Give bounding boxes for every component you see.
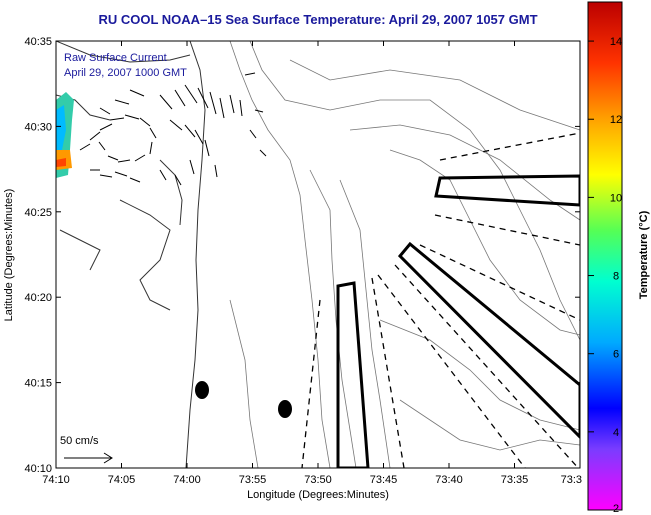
sst-patch [56, 92, 74, 178]
x-tick-label: 74:05 [108, 474, 136, 486]
colorbar-tick-label: 8 [613, 271, 619, 283]
scale-label: 50 cm/s [60, 435, 99, 447]
colorbar-tick-label: 14 [610, 36, 622, 48]
beam-outlines [336, 174, 580, 468]
colorbar-tick-label: 6 [613, 349, 619, 361]
colorbar-tick-label: 4 [613, 427, 619, 439]
x-axis: 74:10 74:05 74:00 73:55 73:50 73:45 73:40 73:35… [42, 41, 582, 486]
legend-line-1: Raw Surface Current [64, 52, 167, 64]
y-tick-label: 40:20 [24, 292, 52, 304]
coastline [56, 41, 206, 468]
y-axis-label: Latitude (Degrees:Minutes) [3, 189, 15, 322]
x-tick-label: 73:3 [561, 474, 582, 486]
colorbar [587, 1, 623, 511]
colorbar-tick-label: 2 [613, 503, 619, 515]
colorbar-tick-label: 12 [610, 114, 622, 126]
plot-area [56, 41, 580, 468]
y-tick-label: 40:10 [24, 463, 52, 475]
y-tick-label: 40:15 [24, 378, 52, 390]
x-tick-label: 74:10 [42, 474, 70, 486]
x-tick-label: 73:35 [501, 474, 529, 486]
station-marker [278, 400, 292, 418]
x-tick-label: 73:55 [239, 474, 267, 486]
x-tick-label: 74:00 [173, 474, 201, 486]
y-axis: 40:35 40:30 40:25 40:20 40:15 40:10 [24, 36, 580, 475]
x-tick-label: 73:45 [370, 474, 398, 486]
x-tick-label: 73:40 [435, 474, 463, 486]
colorbar-tick-label: 10 [610, 192, 622, 204]
x-axis-label: Longitude (Degrees:Minutes) [247, 489, 389, 501]
y-tick-label: 40:30 [24, 121, 52, 133]
y-tick-label: 40:25 [24, 207, 52, 219]
bathymetry-contours [229, 41, 580, 468]
colorbar-label: Temperature (°C) [638, 210, 650, 299]
x-tick-label: 73:50 [304, 474, 332, 486]
figure-title: RU COOL NOAA–15 Sea Surface Temperature:… [98, 12, 537, 27]
current-vectors [79, 72, 267, 186]
radar-beams [301, 132, 580, 468]
scale-arrow [64, 452, 113, 464]
colorbar-ticks: 2 4 6 8 10 12 14 [588, 36, 622, 515]
station-marker [195, 381, 209, 399]
legend-line-2: April 29, 2007 1000 GMT [64, 67, 187, 79]
y-tick-label: 40:35 [24, 36, 52, 48]
